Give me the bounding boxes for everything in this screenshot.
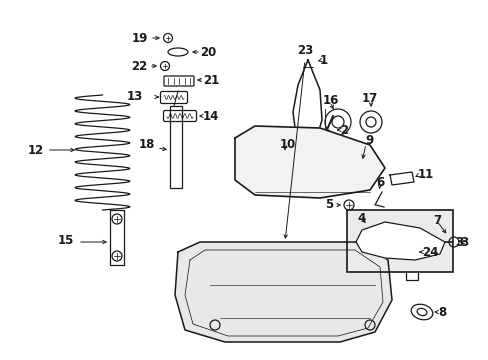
Text: 16: 16 [323, 94, 339, 107]
Text: 5: 5 [324, 198, 332, 211]
Text: 19: 19 [131, 31, 148, 45]
Bar [170, 106, 182, 188]
Polygon shape [175, 242, 391, 342]
Text: 23: 23 [296, 44, 312, 57]
Text: 11: 11 [417, 168, 433, 181]
Text: 8: 8 [437, 306, 446, 319]
Text: 7: 7 [432, 213, 440, 226]
Text: 6: 6 [375, 175, 384, 189]
Text: 9: 9 [364, 134, 372, 147]
Text: 22: 22 [130, 59, 147, 72]
Text: 24: 24 [421, 246, 437, 258]
Polygon shape [235, 126, 384, 198]
Text: 17: 17 [361, 91, 377, 104]
Text: 13: 13 [126, 90, 142, 103]
Text: 15: 15 [58, 234, 74, 247]
Bar [405, 228, 417, 280]
Text: 12: 12 [28, 144, 44, 157]
Text: 18: 18 [138, 139, 155, 152]
Text: 4: 4 [356, 211, 365, 225]
Text: 20: 20 [200, 45, 216, 58]
Text: 3: 3 [454, 235, 462, 248]
Text: 14: 14 [203, 109, 219, 122]
Text: 2: 2 [339, 123, 347, 136]
Text: 10: 10 [280, 139, 296, 152]
Text: 21: 21 [203, 73, 219, 86]
Bar [110, 210, 124, 265]
Bar [346, 210, 452, 272]
Polygon shape [355, 222, 444, 260]
Text: 3: 3 [459, 235, 467, 248]
Text: 1: 1 [319, 54, 327, 67]
